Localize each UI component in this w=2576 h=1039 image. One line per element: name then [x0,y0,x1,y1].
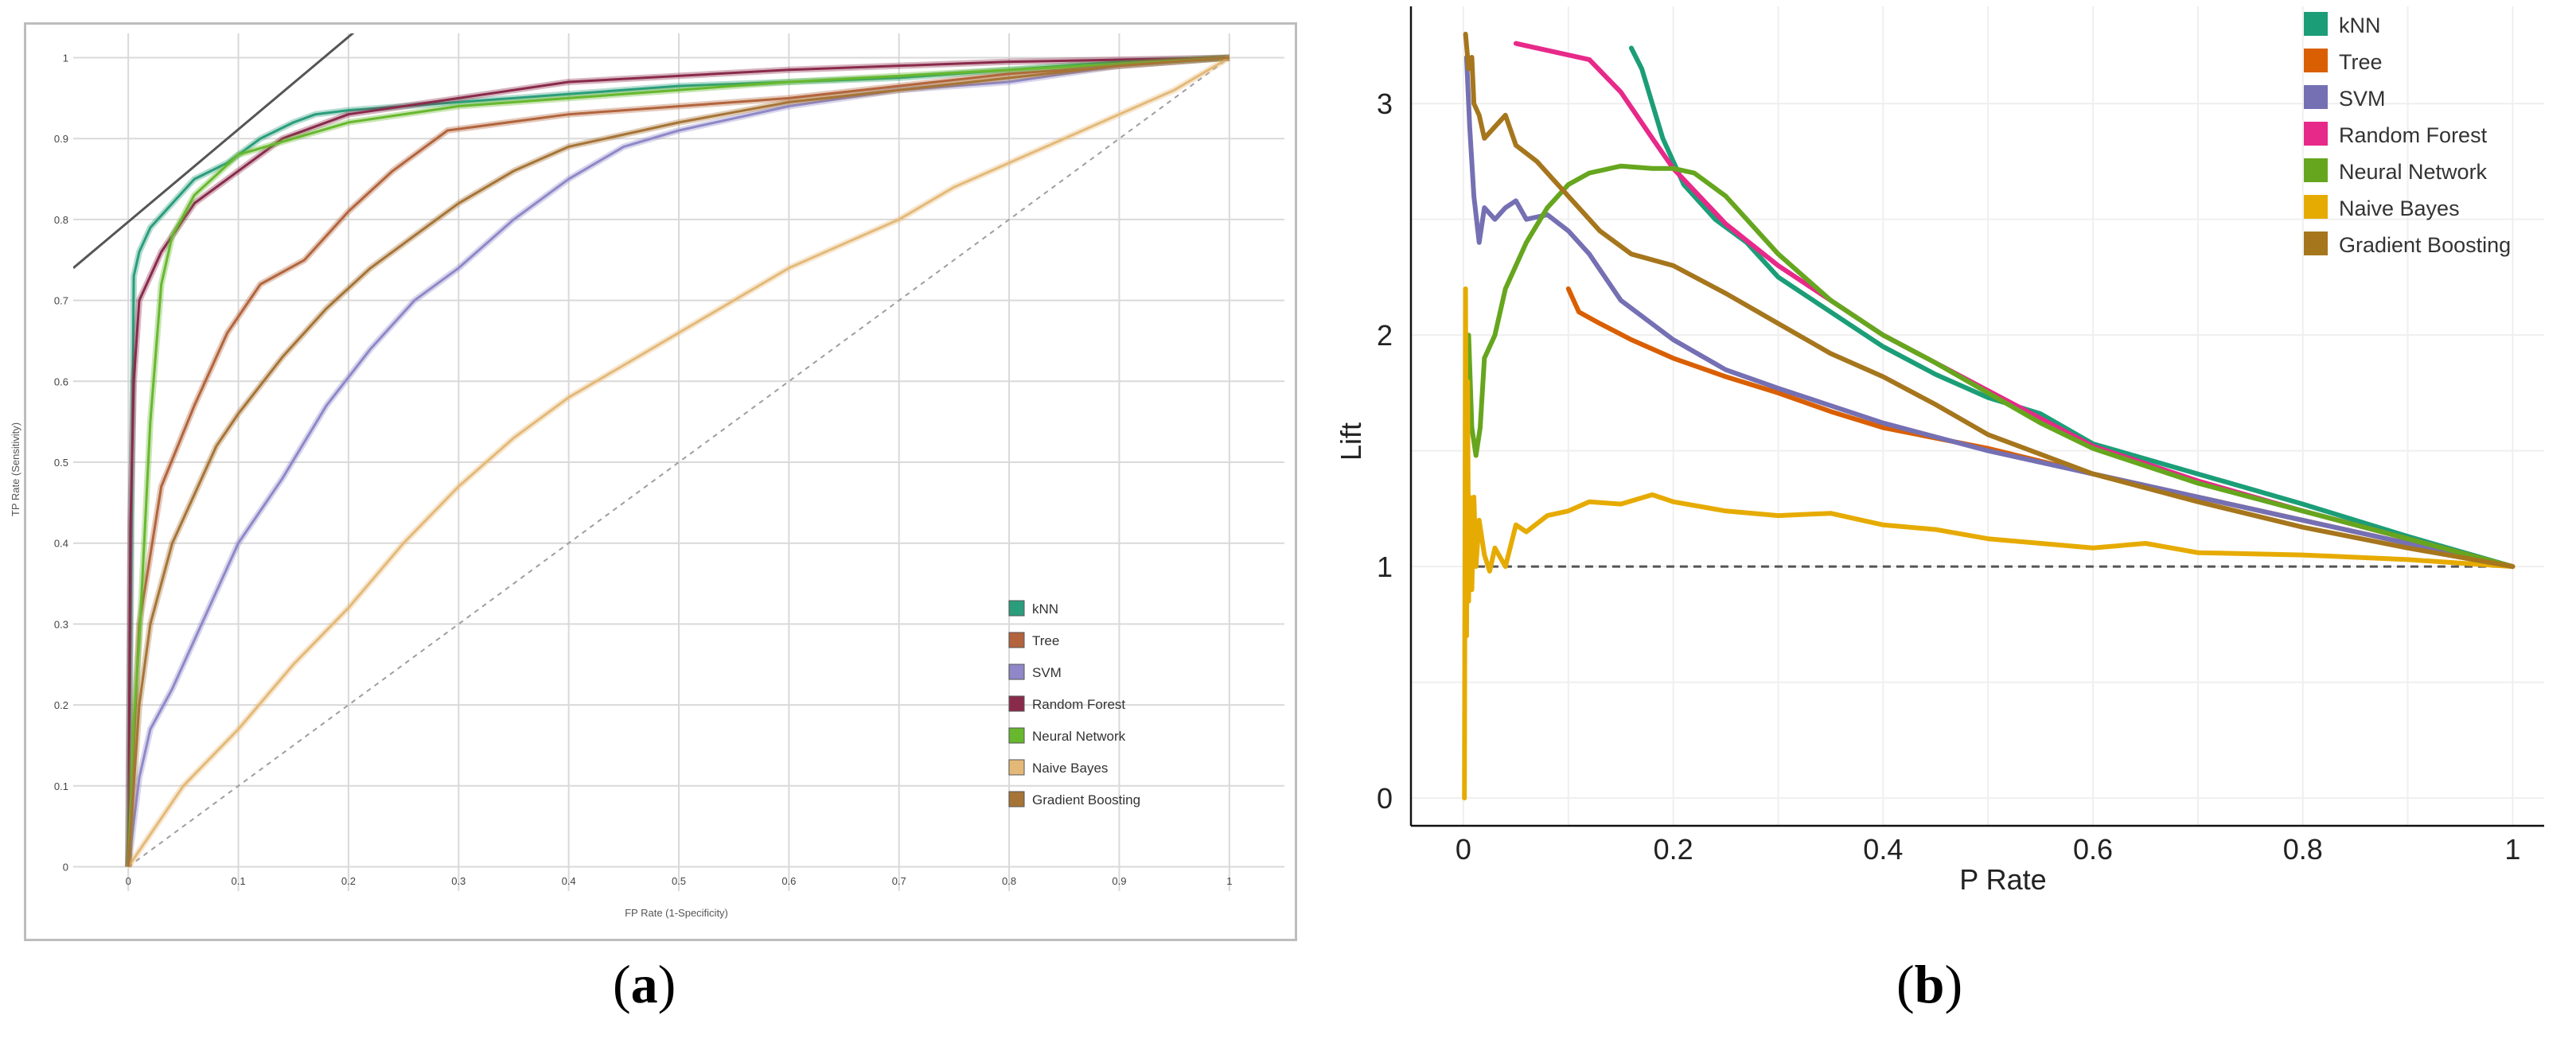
lift-legend: kNN Tree SVM Random Forest Neural Network Nai… [2304,12,2511,257]
lift-legend-swatch-svm [2304,85,2328,109]
roc-x-tick: 0.5 [672,875,686,887]
lift-x-tick-labels: 0 0.2 0.4 0.6 0.8 1 [1456,833,2521,866]
lift-legend-swatch-neural-network [2304,158,2328,182]
lift-x-axis-label: P Rate [1959,863,2046,896]
roc-x-tick: 0.1 [232,875,246,887]
caption-b-open: ( [1896,954,1915,1014]
roc-legend-swatch-gradient-boosting [1008,791,1025,807]
roc-series-naive-bayes [127,56,1230,868]
lift-legend-label-svm: SVM [2339,87,2386,111]
lift-legend-label-gradient-boosting: Gradient Boosting [2339,233,2511,257]
caption-b-letter: b [1914,954,1945,1014]
lift-x-tick: 0.8 [2283,833,2323,866]
lift-legend-swatch-naive-bayes [2304,195,2328,219]
roc-y-tick-labels: 0 0.1 0.2 0.3 0.4 0.5 0.6 0.7 0.8 0.9 1 [54,53,68,874]
roc-x-tick: 0.4 [562,875,576,887]
roc-y-tick: 0.5 [54,457,68,469]
roc-x-tick: 0.3 [451,875,466,887]
roc-y-tick: 0.6 [54,376,68,387]
caption-b-close: ) [1944,954,1963,1014]
lift-legend-label-naive-bayes: Naive Bayes [2339,197,2460,220]
caption-a-open: ( [613,954,631,1014]
roc-legend: kNN Tree SVM Random Forest Neural Network Nai… [1008,600,1140,807]
roc-legend-label-tree: Tree [1032,633,1059,648]
roc-series-knn [127,56,1230,867]
roc-legend-swatch-naive-bayes [1008,759,1025,776]
lift-legend-swatch-tree [2304,49,2328,72]
lift-y-tick: 2 [1377,319,1393,352]
lift-y-axis-label: Lift [1335,422,1367,461]
roc-legend-swatch-random-forest [1008,695,1025,712]
roc-y-axis-label: TP Rate (Sensitivity) [10,422,21,516]
roc-legend-swatch-tree [1008,632,1025,648]
lift-y-tick-labels: 0 1 2 3 [1377,88,1393,815]
caption-a-letter: a [630,954,658,1014]
lift-x-tick: 0.4 [1863,833,1903,866]
roc-legend-swatch-knn [1008,600,1025,617]
caption-b: (b) [1896,953,1962,1016]
lift-legend-label-neural-network: Neural Network [2339,160,2488,184]
roc-x-tick: 0.6 [781,875,796,887]
roc-y-tick: 0.8 [54,214,68,226]
roc-y-tick: 0.9 [54,133,68,145]
roc-x-tick: 0.7 [892,875,906,887]
lift-legend-swatch-gradient-boosting [2304,232,2328,255]
lift-x-tick: 0.6 [2073,833,2113,866]
roc-y-tick: 0.3 [54,618,68,630]
roc-series-tree [127,56,1230,867]
roc-legend-label-gradient-boosting: Gradient Boosting [1032,792,1140,807]
roc-y-tick: 0.2 [54,699,68,711]
roc-legend-swatch-svm [1008,663,1025,680]
lift-legend-swatch-random-forest [2304,122,2328,146]
lift-legend-label-tree: Tree [2339,50,2383,74]
roc-x-axis-label: FP Rate (1-Specificity) [625,907,728,919]
roc-x-tick: 0.2 [341,875,356,887]
lift-y-tick: 0 [1377,782,1393,815]
lift-x-tick: 1 [2504,833,2520,866]
roc-y-tick: 0.7 [54,295,68,307]
lift-series-gradient-boosting [1463,31,2516,570]
caption-a: (a) [613,953,676,1016]
roc-chart-frame [24,22,1297,941]
caption-a-close: ) [657,954,676,1014]
roc-x-tick-labels: 0 0.1 0.2 0.3 0.4 0.5 0.6 0.7 0.8 0.9 1 [126,875,1233,887]
roc-series-random-forest [127,56,1230,867]
lift-chart: 0 0.2 0.4 0.6 0.8 1 0 1 2 3 P Rate Lift kNN Tree S… [1335,6,2544,896]
lift-legend-label-random-forest: Random Forest [2339,123,2488,147]
roc-legend-swatch-neural-network [1008,727,1025,744]
lift-legend-label-knn: kNN [2339,14,2381,37]
roc-x-tick: 1 [1226,875,1232,887]
roc-series-gradient-boosting [127,56,1230,867]
roc-x-tick: 0.8 [1002,875,1016,887]
lift-series-neural-network [1463,163,2516,570]
roc-chart: 0 0.1 0.2 0.3 0.4 0.5 0.6 0.7 0.8 0.9 1 0 0.1 0.2 0.3… [10,33,1284,919]
roc-y-tick: 1 [63,53,68,64]
roc-y-tick: 0.4 [54,538,68,550]
roc-y-tick: 0.1 [54,780,68,792]
roc-legend-label-random-forest: Random Forest [1032,697,1125,712]
lift-series-random-forest [1513,41,2516,570]
roc-x-tick: 0 [126,875,131,887]
roc-x-tick: 0.9 [1112,875,1126,887]
roc-legend-label-svm: SVM [1032,665,1062,680]
roc-diagonal-reference [127,56,1230,868]
roc-y-tick: 0 [63,861,68,873]
roc-iso-performance-line [73,33,355,270]
roc-legend-label-naive-bayes: Naive Bayes [1032,761,1108,776]
roc-legend-label-neural-network: Neural Network [1032,729,1126,744]
roc-series-neural-network [127,56,1230,867]
lift-x-tick: 0.2 [1654,833,1693,866]
lift-grid [1411,6,2544,826]
lift-series-naive-bayes [1462,286,2516,801]
lift-x-tick: 0 [1456,833,1471,866]
lift-y-tick: 1 [1377,551,1393,583]
lift-legend-swatch-knn [2304,12,2328,36]
lift-y-tick: 3 [1377,88,1393,120]
roc-legend-label-knn: kNN [1032,601,1058,617]
